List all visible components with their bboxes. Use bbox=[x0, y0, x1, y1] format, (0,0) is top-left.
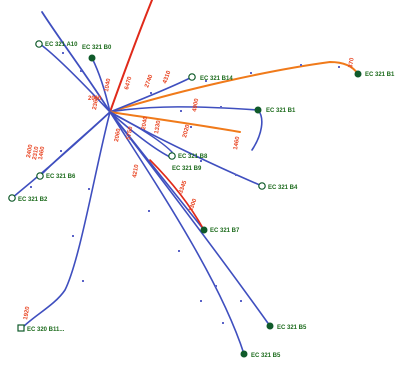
line-top-left[interactable] bbox=[41, 11, 111, 113]
pipe-lines bbox=[11, 0, 359, 355]
length-label: 1920 bbox=[23, 306, 31, 321]
node-b1[interactable]: EC 321 B1 bbox=[354, 70, 396, 79]
node-b5[interactable]: EC 321 B5 bbox=[240, 350, 282, 360]
length-label: 2310 bbox=[32, 146, 40, 161]
node-b5b[interactable]: EC 321 B5 bbox=[266, 322, 308, 332]
length-label: 5750 bbox=[126, 126, 134, 141]
node-b7[interactable]: EC 321 B7 bbox=[200, 226, 241, 235]
line-to-b9[interactable] bbox=[109, 111, 173, 159]
node-b11[interactable]: EC 320 B11... bbox=[17, 324, 65, 333]
node-b0[interactable]: EC 321 B0 bbox=[82, 45, 112, 62]
line-b3-tail[interactable] bbox=[251, 109, 263, 151]
length-label: 3345 bbox=[178, 179, 188, 194]
length-label: 1330 bbox=[154, 120, 162, 135]
length-label: 2020 bbox=[182, 123, 191, 138]
node-label: EC 321 B5 bbox=[251, 353, 281, 359]
node-label: EC 321 B8 bbox=[178, 154, 208, 160]
line-to-b8[interactable] bbox=[109, 111, 173, 153]
line-to-b11[interactable] bbox=[21, 111, 111, 329]
node-label: EC 321 B14 bbox=[200, 76, 233, 82]
length-label: 2060 bbox=[88, 96, 102, 102]
length-label: 1300 bbox=[188, 197, 198, 212]
length-label: 2740 bbox=[144, 73, 154, 88]
length-labels: 370 4310 2740 6470 1040 2060 2360 4900 1… bbox=[23, 57, 356, 321]
node-b6[interactable]: EC 321 B6 bbox=[36, 172, 76, 180]
line-to-a10[interactable] bbox=[39, 43, 111, 113]
length-label: 4210 bbox=[132, 164, 140, 179]
node-label: EC 321 B0 bbox=[82, 45, 112, 51]
length-label: 2060 bbox=[114, 128, 122, 143]
length-label: 1460 bbox=[233, 136, 241, 151]
tick-marks bbox=[30, 52, 340, 324]
node-label: EC 321 B7 bbox=[210, 228, 240, 234]
length-label: 6470 bbox=[124, 75, 133, 90]
length-label: 2400 bbox=[26, 144, 34, 159]
line-to-b3[interactable] bbox=[109, 106, 259, 113]
node-b14[interactable]: EC 321 B14 bbox=[188, 73, 234, 82]
node-label: EC 321 B1 bbox=[365, 72, 395, 78]
node-label: EC 321 B5 bbox=[277, 325, 307, 331]
length-label: 4900 bbox=[192, 98, 200, 113]
line-to-b1-orange[interactable] bbox=[109, 60, 359, 113]
line-to-b2[interactable] bbox=[11, 111, 111, 199]
line-to-b14[interactable] bbox=[109, 77, 191, 113]
node-label: EC 321 A10 bbox=[45, 42, 78, 48]
line-red-top[interactable] bbox=[109, 0, 153, 113]
node-label: EC 321 B4 bbox=[268, 185, 298, 191]
node-label: EC 321 B1 bbox=[266, 108, 296, 114]
node-label: EC 321 B6 bbox=[46, 174, 76, 180]
line-to-b0[interactable] bbox=[91, 57, 111, 113]
length-label: 1040 bbox=[104, 78, 112, 93]
node-b4[interactable]: EC 321 B4 bbox=[258, 182, 298, 191]
line-to-b5[interactable] bbox=[109, 111, 245, 355]
length-label: 2360 bbox=[92, 96, 100, 111]
line-red-to-b7[interactable] bbox=[149, 159, 205, 231]
node-b8[interactable]: EC 321 B8 bbox=[168, 152, 208, 160]
node-a10[interactable]: EC 321 A10 bbox=[35, 40, 78, 48]
node-b3[interactable]: EC 321 B1 bbox=[254, 106, 297, 115]
length-label: 1460 bbox=[38, 146, 46, 161]
node-b9[interactable]: EC 321 B9 bbox=[172, 166, 202, 172]
line-orange-mid[interactable] bbox=[109, 111, 241, 133]
length-label: 2040 bbox=[141, 116, 149, 131]
node-label: EC 320 B11... bbox=[27, 327, 65, 333]
node-label: EC 321 B9 bbox=[172, 166, 202, 172]
nodes: EC 321 A10 EC 321 B0 EC 321 B1 EC 321 B1… bbox=[8, 40, 396, 360]
line-to-b5b[interactable] bbox=[109, 111, 271, 327]
length-label: 4310 bbox=[162, 69, 172, 84]
length-label: 370 bbox=[348, 57, 356, 69]
node-b2[interactable]: EC 321 B2 bbox=[8, 194, 48, 203]
node-label: EC 321 B2 bbox=[18, 197, 48, 203]
